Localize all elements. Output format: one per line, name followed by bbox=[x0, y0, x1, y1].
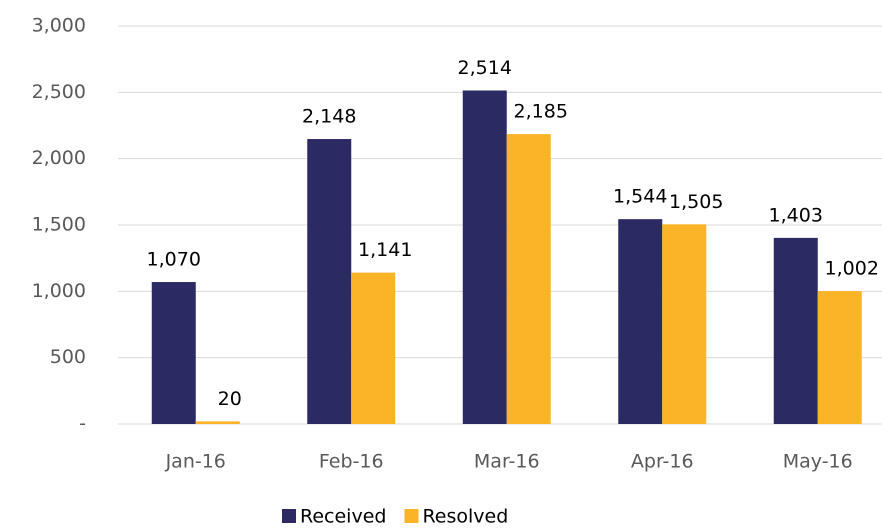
data-label: 1,403 bbox=[769, 204, 823, 226]
bar bbox=[817, 291, 862, 424]
x-tick-label: Feb-16 bbox=[319, 451, 384, 473]
bar bbox=[151, 282, 196, 424]
y-tick-label: 2,000 bbox=[32, 147, 86, 169]
data-label: 1,505 bbox=[669, 191, 723, 213]
legend-label: Received bbox=[300, 506, 386, 528]
bar bbox=[662, 224, 707, 424]
legend-swatch bbox=[404, 509, 419, 523]
bar bbox=[307, 139, 352, 425]
data-label: 1,544 bbox=[613, 186, 667, 208]
data-label: 1,070 bbox=[147, 249, 201, 271]
y-tick-label: 1,000 bbox=[32, 280, 86, 302]
y-tick-label: 2,500 bbox=[32, 81, 86, 103]
bar bbox=[618, 219, 663, 424]
bar bbox=[773, 237, 818, 424]
data-label: 2,148 bbox=[302, 106, 356, 128]
data-label: 2,185 bbox=[514, 101, 568, 123]
data-label: 2,514 bbox=[458, 57, 512, 79]
bar bbox=[506, 134, 551, 424]
bar bbox=[351, 272, 396, 424]
x-tick-label: Mar-16 bbox=[474, 451, 540, 473]
data-label: 1,141 bbox=[358, 239, 412, 261]
data-label: 20 bbox=[218, 388, 242, 410]
x-tick-label: Apr-16 bbox=[631, 451, 694, 473]
bar bbox=[195, 421, 240, 424]
y-tick-label: 1,500 bbox=[32, 214, 86, 236]
y-tick-label: - bbox=[79, 413, 86, 435]
x-tick-label: Jan-16 bbox=[165, 451, 226, 473]
bar bbox=[462, 90, 507, 424]
legend-swatch bbox=[282, 509, 296, 523]
legend-label: Resolved bbox=[422, 506, 508, 528]
x-tick-label: May-16 bbox=[783, 451, 853, 473]
data-label: 1,002 bbox=[825, 258, 879, 280]
y-tick-label: 500 bbox=[50, 346, 86, 368]
y-tick-label: 3,000 bbox=[32, 15, 86, 37]
